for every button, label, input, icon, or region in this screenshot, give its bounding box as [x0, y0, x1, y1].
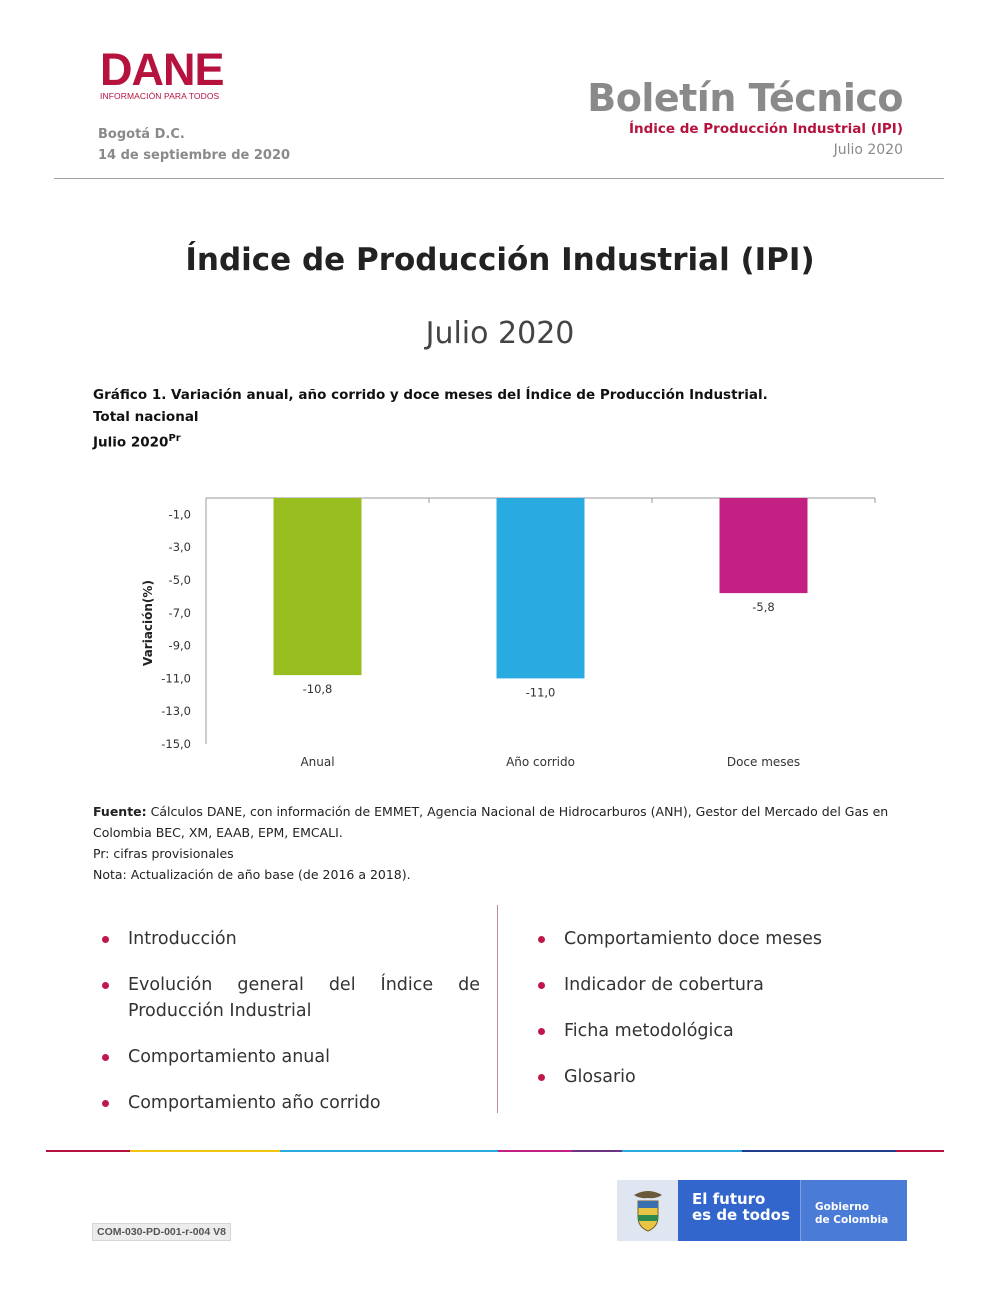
contents-item[interactable]: Comportamiento doce meses — [534, 926, 894, 952]
footer-bar-1 — [46, 1150, 130, 1152]
y-tick-label: -7,0 — [169, 606, 191, 620]
data-label: -11,0 — [526, 685, 556, 699]
y-tick-label: -3,0 — [169, 540, 191, 554]
contents-item[interactable]: Glosario — [534, 1064, 894, 1090]
contents-item[interactable]: Comportamiento anual — [98, 1044, 480, 1070]
y-axis-title: Variación(%) — [141, 580, 155, 666]
bar — [719, 498, 808, 594]
footer-bar-2 — [130, 1150, 280, 1152]
government-banner: El futuro es de todos Gobierno de Colomb… — [617, 1180, 907, 1241]
y-tick-label: -9,0 — [169, 639, 191, 653]
base-year-note: Nota: Actualización de año base (de 2016… — [93, 867, 411, 882]
y-tick-label: -5,0 — [169, 573, 191, 587]
footer-bar-5 — [572, 1150, 622, 1152]
header-city: Bogotá D.C. — [98, 127, 185, 142]
contents-item[interactable]: Introducción — [98, 926, 480, 952]
x-category-label: Año corrido — [506, 755, 575, 769]
footer-bar-3 — [280, 1150, 498, 1152]
chart-caption-line3: Julio 2020Pr — [93, 428, 768, 454]
contents-list-left: Introducción Evolución general del Índic… — [98, 926, 480, 1116]
chart-caption-line1: Gráfico 1. Variación anual, año corrido … — [93, 387, 768, 403]
page-title: Índice de Producción Industrial (IPI) — [185, 242, 815, 278]
header-date: 14 de septiembre de 2020 — [98, 148, 291, 163]
footer-bar-6 — [622, 1150, 742, 1152]
chart-caption-period: Julio 2020 — [93, 434, 169, 451]
chart-notes: Fuente: Cálculos DANE, con información d… — [93, 801, 923, 885]
x-category-label: Doce meses — [727, 755, 800, 769]
y-tick-label: -1,0 — [169, 507, 191, 521]
header-divider — [54, 178, 944, 179]
bulletin-period: Julio 2020 — [833, 142, 903, 158]
slogan-line2: es de todos — [692, 1206, 790, 1224]
footer-bar-7 — [742, 1150, 896, 1152]
gov-name-line1: Gobierno — [815, 1201, 869, 1213]
logo-tagline: INFORMACIÓN PARA TODOS — [100, 91, 220, 101]
slogan-line1: El futuro — [692, 1190, 766, 1208]
government-name: Gobierno de Colombia — [800, 1180, 907, 1241]
bar — [273, 498, 362, 676]
bulletin-title: Boletín Técnico — [587, 76, 903, 120]
provisional-note: Pr: cifras provisionales — [93, 846, 234, 861]
contents-item[interactable]: Ficha metodológica — [534, 1018, 894, 1044]
contents-item[interactable]: Indicador de cobertura — [534, 972, 894, 998]
y-tick-label: -11,0 — [161, 671, 191, 685]
data-label: -5,8 — [752, 600, 774, 614]
footer-bar-4 — [498, 1150, 572, 1152]
source-note: Fuente: Cálculos DANE, con información d… — [93, 801, 923, 843]
contents-item[interactable]: Evolución general del Índice de Producci… — [98, 972, 480, 1024]
source-text: Cálculos DANE, con información de EMMET,… — [93, 804, 889, 840]
coat-of-arms-icon — [617, 1180, 678, 1241]
y-tick-label: -15,0 — [161, 737, 191, 751]
page-period: Julio 2020 — [425, 316, 575, 351]
ipi-bar-chart: -1,0 -3,0 -5,0 -7,0 -9,0 -11,0 -13,0 -15,0 Varia… — [141, 497, 876, 769]
bar — [496, 498, 585, 679]
contents-item[interactable]: Comportamiento año corrido — [98, 1090, 480, 1116]
gov-name-line2: de Colombia — [815, 1214, 889, 1226]
y-tick-label: -13,0 — [161, 704, 191, 718]
contents-divider — [497, 905, 498, 1113]
chart-caption: Gráfico 1. Variación anual, año corrido … — [93, 384, 768, 454]
bulletin-subtitle: Índice de Producción Industrial (IPI) — [628, 121, 903, 137]
logo-word: DANE — [100, 44, 225, 95]
data-label: -10,8 — [303, 682, 333, 696]
source-label: Fuente: — [93, 804, 147, 819]
chart-caption-sup: Pr — [168, 433, 181, 444]
government-slogan: El futuro es de todos — [678, 1180, 800, 1241]
dane-logo: DANE INFORMACIÓN PARA TODOS — [100, 44, 240, 101]
footer-bar-8 — [896, 1150, 944, 1152]
contents-list-right: Comportamiento doce meses Indicador de c… — [534, 926, 894, 1090]
document-code: COM-030-PD-001-r-004 V8 — [92, 1223, 231, 1241]
chart-caption-line2: Total nacional — [93, 409, 199, 425]
x-category-label: Anual — [300, 755, 334, 769]
